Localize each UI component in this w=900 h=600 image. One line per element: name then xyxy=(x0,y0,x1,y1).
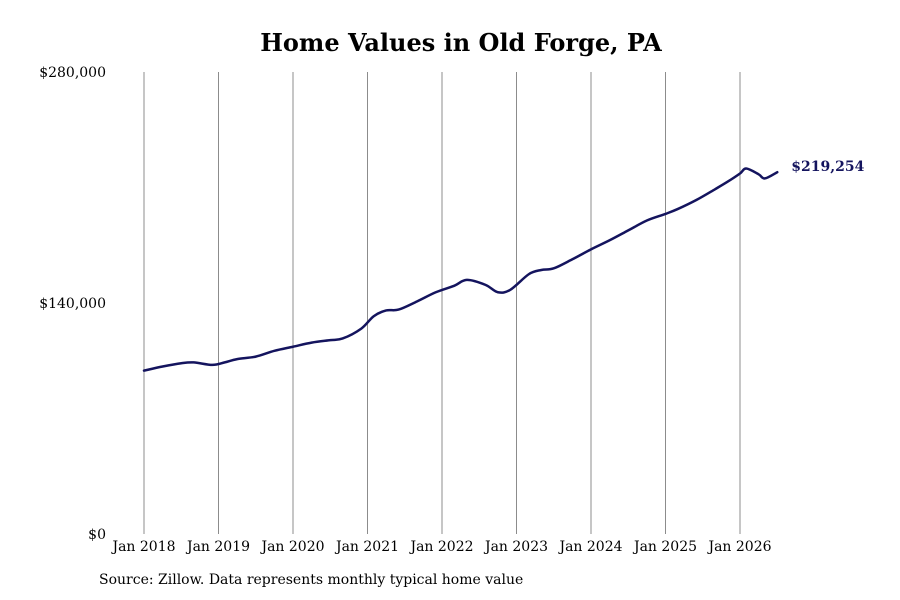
x-tick-label-5: Jan 2023 xyxy=(483,539,548,555)
data-point-4 xyxy=(211,364,213,366)
source-note: Source: Zillow. Data represents monthly … xyxy=(99,572,524,588)
x-axis: Jan 2018 Jan 2019 Jan 2020 Jan 2021 Jan 2022… xyxy=(110,539,771,555)
data-point-15 xyxy=(385,309,387,311)
data-point-41 xyxy=(776,171,778,173)
data-point-24 xyxy=(528,273,530,275)
data-point-11 xyxy=(329,339,331,341)
data-point-14 xyxy=(373,315,375,317)
data-point-16 xyxy=(397,308,399,310)
data-point-30 xyxy=(627,229,629,231)
end-value-label: $219,254 xyxy=(791,159,864,175)
data-point-35 xyxy=(714,188,716,190)
data-point-2 xyxy=(180,362,182,364)
y-tick-label-0: $0 xyxy=(88,527,106,543)
data-point-28 xyxy=(590,248,592,250)
y-tick-label-1: $140,000 xyxy=(39,296,106,312)
data-point-1 xyxy=(161,365,163,367)
data-point-32 xyxy=(664,213,666,215)
series-points xyxy=(143,167,779,372)
data-point-40 xyxy=(764,177,766,179)
data-point-38 xyxy=(745,167,747,169)
data-point-6 xyxy=(236,358,238,360)
x-tick-label-7: Jan 2025 xyxy=(632,539,697,555)
data-point-25 xyxy=(540,269,542,271)
data-point-20 xyxy=(466,279,468,281)
x-tick-label-4: Jan 2022 xyxy=(408,539,473,555)
data-point-36 xyxy=(726,181,728,183)
data-point-26 xyxy=(553,267,555,269)
x-tick-label-3: Jan 2021 xyxy=(334,539,399,555)
data-point-39 xyxy=(757,173,759,175)
data-point-33 xyxy=(677,208,679,210)
data-point-9 xyxy=(292,346,294,348)
data-point-12 xyxy=(341,337,343,339)
chart-title: Home Values in Old Forge, PA xyxy=(260,28,662,57)
grid-lines xyxy=(143,72,741,534)
x-tick-label-8: Jan 2026 xyxy=(706,539,771,555)
data-point-19 xyxy=(453,284,455,286)
data-point-5 xyxy=(224,361,226,363)
data-point-23 xyxy=(509,289,511,291)
series-line xyxy=(142,167,779,372)
x-tick-label-2: Jan 2020 xyxy=(259,539,324,555)
data-point-31 xyxy=(646,219,648,221)
data-point-22 xyxy=(497,291,499,293)
data-point-18 xyxy=(435,291,437,293)
data-point-17 xyxy=(416,300,418,302)
data-point-27 xyxy=(571,258,573,260)
y-tick-label-2: $280,000 xyxy=(39,65,106,81)
data-point-8 xyxy=(273,350,275,352)
data-point-34 xyxy=(695,199,697,201)
data-point-10 xyxy=(310,341,312,343)
x-tick-label-6: Jan 2024 xyxy=(557,539,622,555)
y-axis: $0 $140,000 $280,000 xyxy=(39,65,106,543)
data-point-13 xyxy=(360,327,362,329)
data-point-29 xyxy=(608,239,610,241)
data-point-21 xyxy=(484,284,486,286)
data-point-3 xyxy=(192,361,194,363)
data-point-0 xyxy=(143,369,145,371)
data-point-7 xyxy=(255,355,257,357)
x-tick-label-0: Jan 2018 xyxy=(110,539,175,555)
x-tick-label-1: Jan 2019 xyxy=(185,539,250,555)
data-point-37 xyxy=(739,172,741,174)
